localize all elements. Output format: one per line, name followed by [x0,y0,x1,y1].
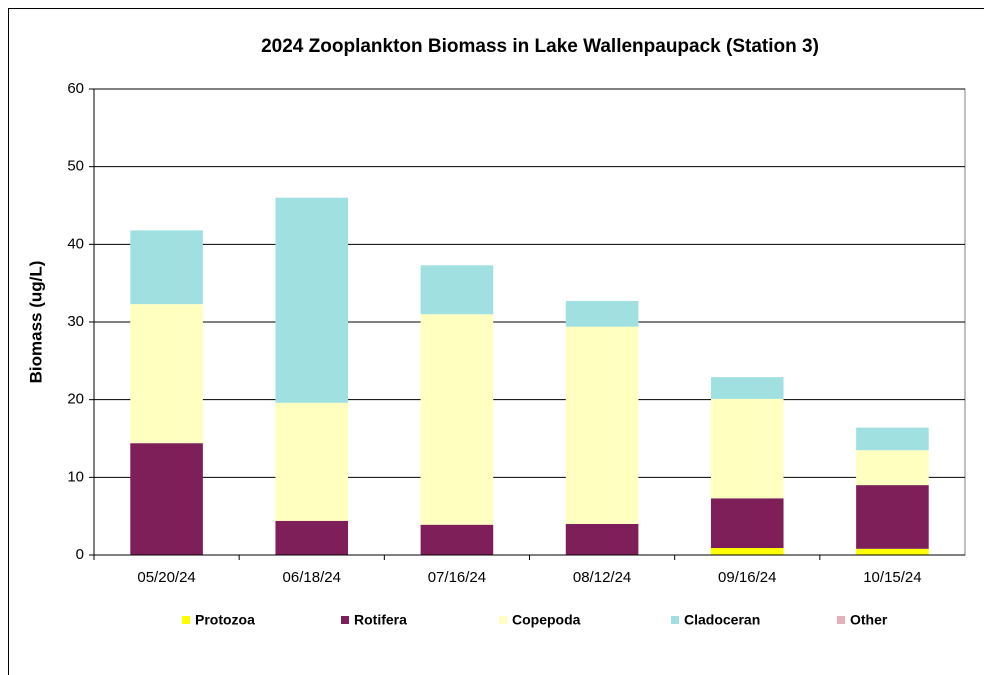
legend-label: Other [850,612,888,628]
y-tick-label: 20 [67,391,84,408]
bar-segment [710,548,784,555]
legend-swatch [499,616,507,624]
bar-segment [856,427,929,451]
chart-title: 2024 Zooplankton Biomass in Lake Wallenp… [261,36,819,57]
y-tick-label: 60 [67,80,84,97]
legend-swatch [837,616,845,624]
bar-segment [275,197,349,403]
bar-segment [420,265,494,315]
bar-segment [565,326,639,524]
legend-label: Cladoceran [684,612,760,628]
legend-swatch [671,616,679,624]
legend-swatch [341,616,349,624]
bar-segment [420,314,494,525]
bar-segment [275,520,349,555]
bar-segment [275,402,349,521]
x-tick-label: 08/12/24 [573,569,631,586]
y-tick-label: 30 [67,313,84,330]
x-tick-label: 06/18/24 [283,569,341,586]
legend-label: Copepoda [512,612,581,628]
bar-segment [565,523,639,555]
y-tick-label: 50 [67,158,84,175]
bar-segment [856,485,929,549]
bar-segment [130,304,203,444]
x-tick-label: 07/16/24 [428,569,486,586]
legend-swatch [182,616,190,624]
bar-segment [130,443,203,555]
x-tick-label: 09/16/24 [718,569,776,586]
bar-segment [420,524,494,555]
y-tick-label: 10 [67,468,84,485]
bar-segment [565,301,639,327]
bar-segment [710,498,784,549]
legend-label: Rotifera [354,612,407,628]
x-tick-label: 10/15/24 [863,569,921,586]
x-tick-label: 05/20/24 [137,569,195,586]
bar-segment [710,398,784,499]
bar-segment [856,450,929,486]
y-axis-title: Biomass (ug/L) [26,261,45,384]
bar-segment [130,230,203,305]
bar-segment [710,377,784,399]
bar-segment [856,548,929,555]
legend-label: Protozoa [195,612,255,628]
y-tick-label: 0 [76,546,84,563]
y-tick-label: 40 [67,235,84,252]
